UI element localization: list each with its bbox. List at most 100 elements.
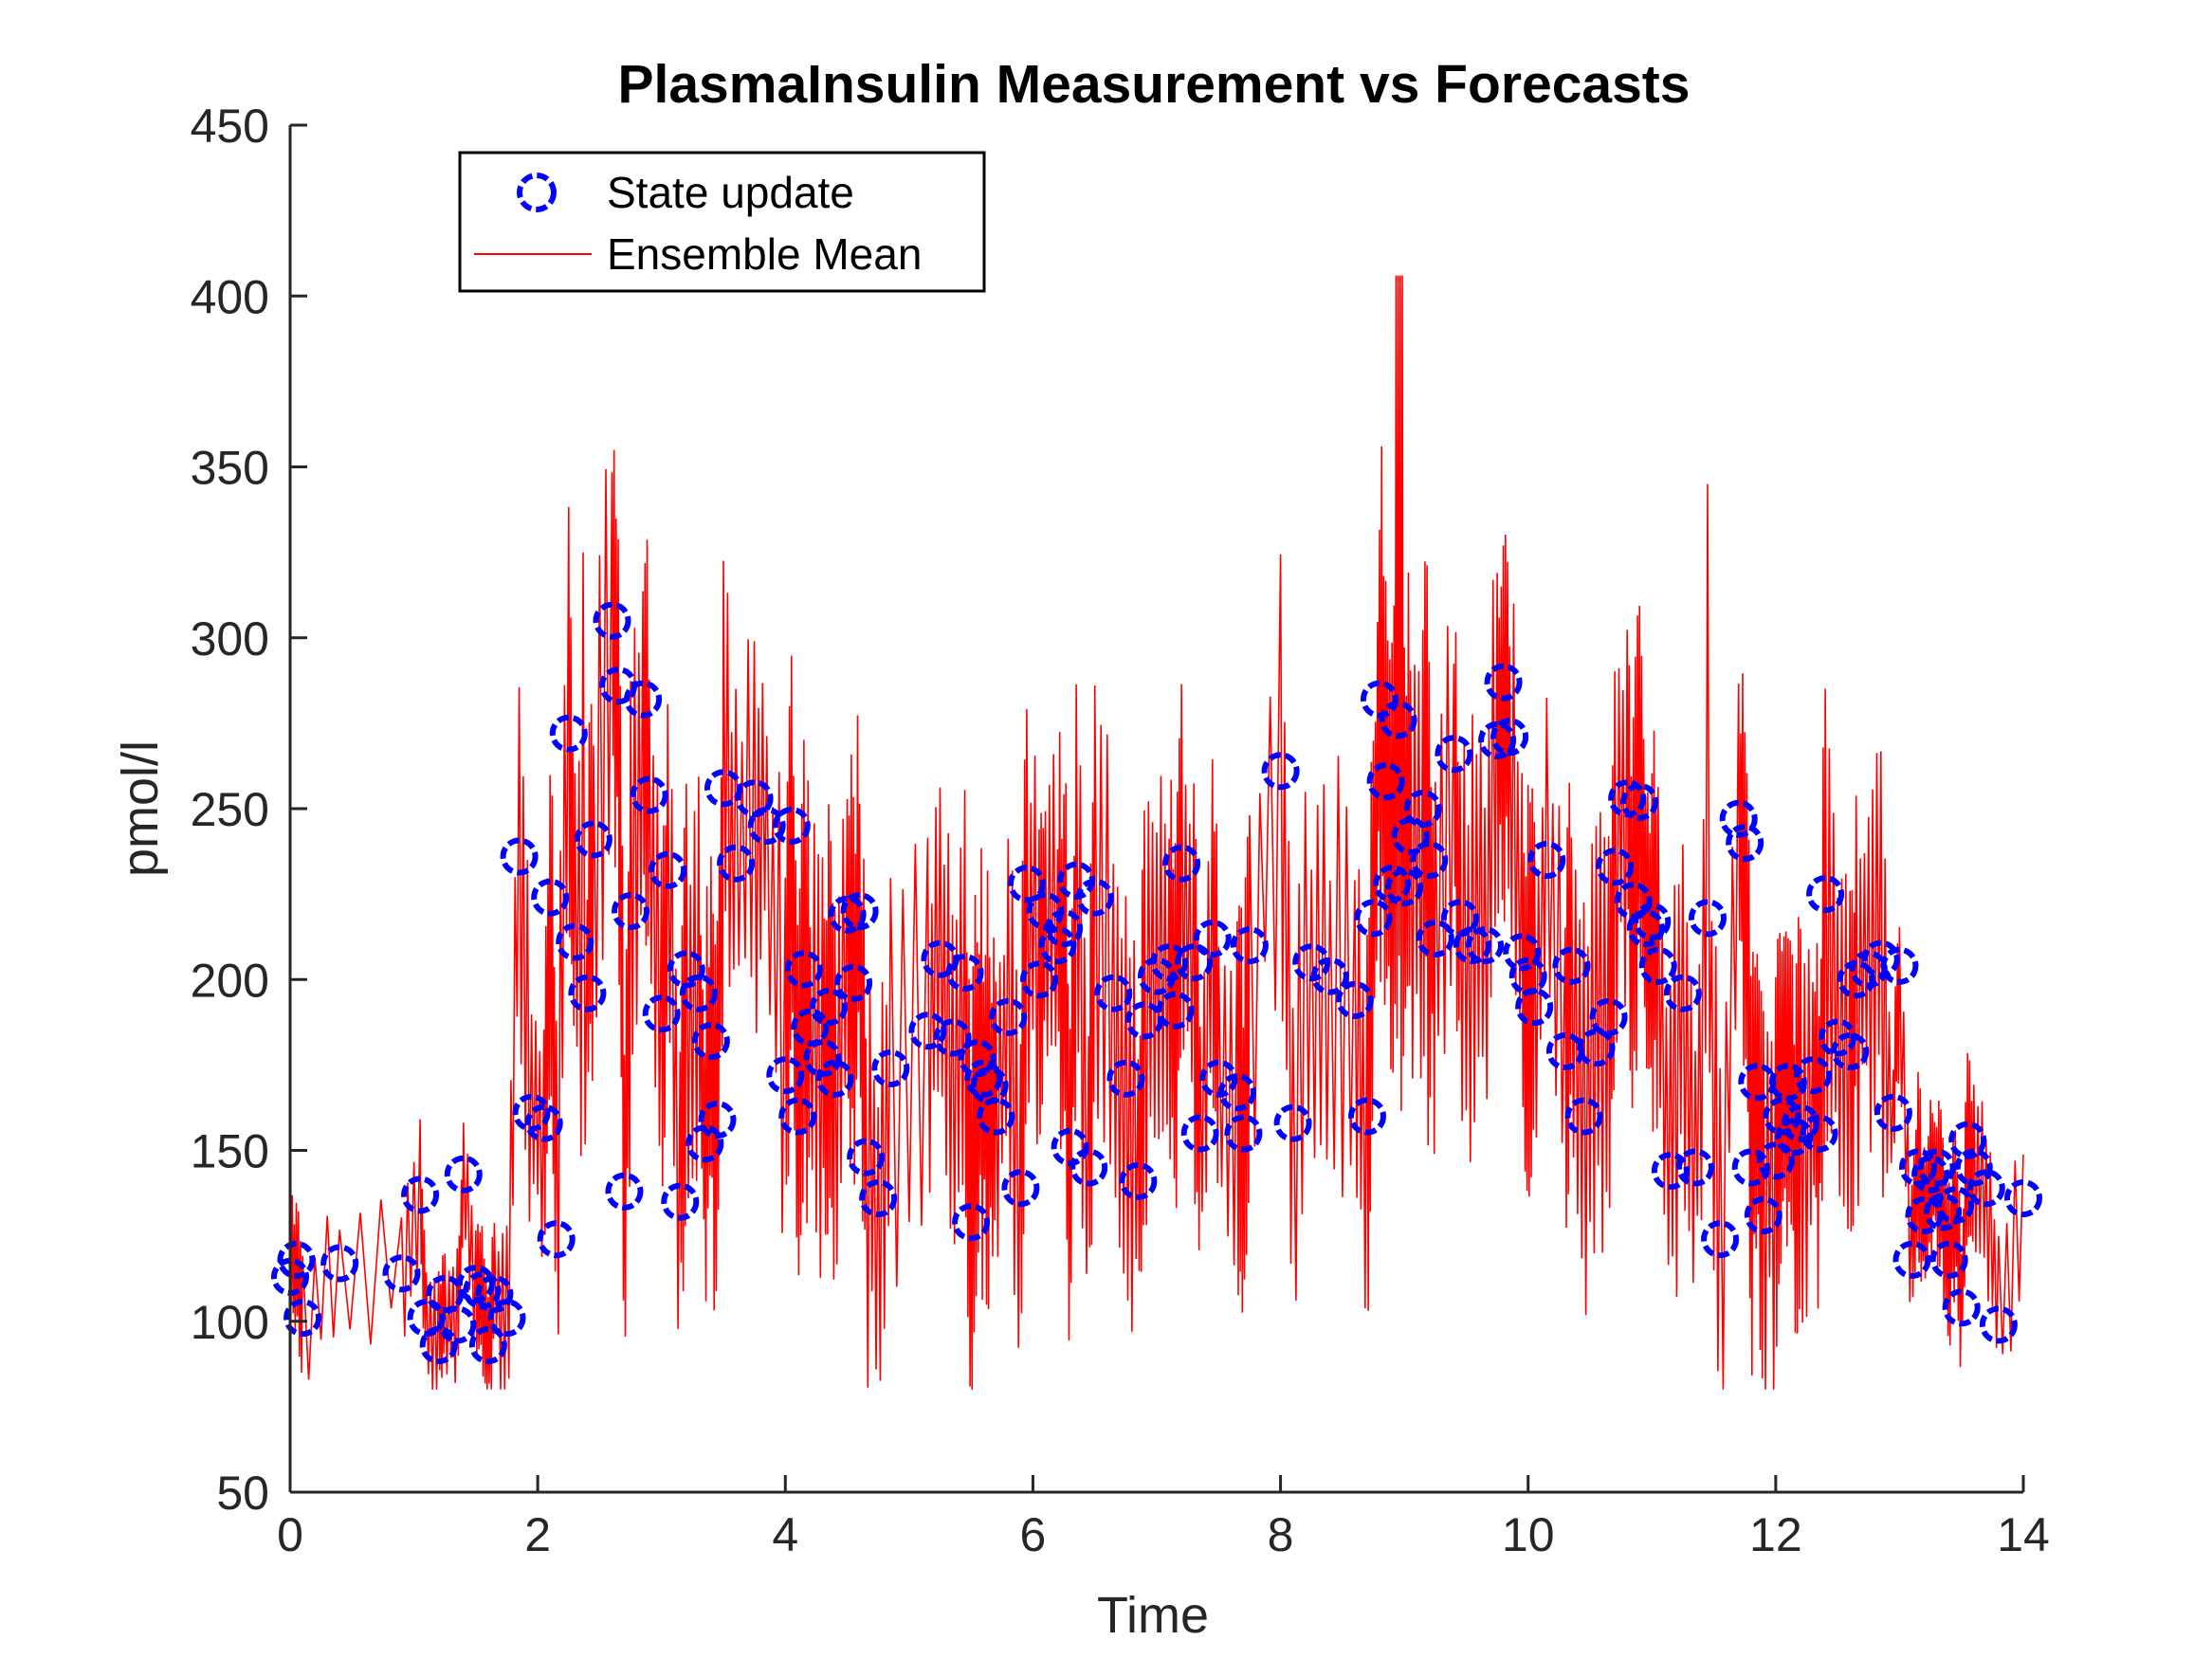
state-update-point [549,714,588,753]
state-update-point [933,1018,972,1057]
state-update-point [500,837,539,876]
state-update-point [468,1326,507,1364]
state-update-point [1719,799,1758,838]
plot-area [271,275,2042,1390]
axes: 0 2 4 6 8 10 12 14 50 100 150 200 250 300 350 400 450 [191,100,2050,1561]
state-update-point [1440,899,1479,938]
x-tick-label: 6 [1020,1508,1047,1561]
state-update-point [1001,1169,1040,1208]
state-update-point [1416,920,1454,957]
state-update-point [283,1299,322,1338]
state-update-point [1620,782,1659,821]
state-update-point [568,974,607,1012]
state-update-point [524,1103,563,1142]
state-update-point [871,1049,910,1087]
state-update-point [574,820,612,859]
state-update-point [1119,1161,1158,1200]
state-update-point [1527,841,1566,880]
state-update-point [977,1097,1015,1136]
state-update-point [834,963,873,1002]
state-update-point [772,807,811,845]
state-update-point [1775,1118,1814,1157]
state-update-point [1744,1196,1782,1234]
state-update-point [1861,939,1900,978]
ensemble-mean-layer [289,275,2024,1390]
state-update-point [1180,1114,1219,1153]
state-update-point [1007,865,1046,903]
x-axis-label: Time [1097,1587,1209,1644]
state-update-point [1917,1148,1956,1187]
state-update-point [444,1155,483,1194]
legend-marker-state-update [517,173,557,212]
x-tick-label: 8 [1268,1508,1294,1561]
state-update-point [803,1039,842,1078]
y-tick-label: 300 [191,612,269,665]
state-update-point [1831,1032,1870,1070]
state-update-point [828,895,867,934]
state-update-point [1626,909,1665,948]
y-tick-label: 100 [191,1296,269,1349]
state-update-point [2004,1179,2042,1217]
x-tick-label: 4 [772,1508,798,1561]
state-update-point [840,892,879,931]
state-update-point [1701,1220,1740,1259]
state-update-point [649,850,687,889]
state-update-point [784,950,823,989]
y-tick-label: 450 [191,100,269,153]
state-update-point [1577,1029,1616,1067]
state-update-point [1768,1063,1807,1102]
state-update-point [679,974,718,1012]
state-update-point [1094,974,1133,1012]
state-update-point [964,1059,1003,1098]
state-update-point [1596,848,1635,886]
state-update-point [859,1179,898,1217]
state-update-point [1193,920,1232,957]
state-update-point [1020,960,1058,999]
state-update-point [1466,926,1504,965]
y-tick-label: 150 [191,1125,269,1178]
state-update-point [1731,1148,1770,1187]
state-update-point [1911,1155,1950,1194]
state-update-point [1515,988,1554,1027]
state-update-point [487,1299,526,1338]
state-update-point [1564,1097,1603,1136]
state-update-point [1361,680,1398,719]
state-update-point [382,1254,421,1293]
state-update-point [1379,701,1417,739]
state-update-point [419,1326,458,1364]
ensemble-mean-line [289,275,2024,1390]
state-update-point [630,775,668,814]
state-update-point [401,1176,440,1214]
state-update-point [1689,899,1727,938]
state-update-point [1638,946,1677,985]
state-update-point [1756,1141,1795,1180]
x-ticks: 0 2 4 6 8 10 12 14 [277,1475,2050,1561]
state-update-point [1794,1056,1832,1095]
chart-title: PlasmaInsulin Measurement vs Forecasts [618,54,1691,115]
state-update-point [605,1172,644,1211]
x-tick-label: 2 [524,1508,551,1561]
state-update-point [661,1182,700,1221]
state-update-point [704,769,742,808]
state-update-point [815,1059,854,1098]
y-tick-label: 250 [191,783,269,836]
state-update-point [1045,909,1084,948]
state-update-point [989,997,1028,1036]
state-update-point [1942,1288,1981,1327]
state-update-point [1663,974,1702,1012]
x-tick-label: 10 [1502,1508,1555,1561]
state-update-point [735,779,774,818]
state-update-point [766,1056,805,1095]
state-update-point [1435,735,1473,774]
state-update-point [556,922,594,961]
state-update-point [1366,762,1405,801]
state-update-point [952,1203,991,1242]
state-update-point [612,892,650,931]
state-update-point [1979,1305,2018,1344]
state-update-point [1453,926,1491,965]
state-update-point [1261,752,1300,791]
state-update-point [847,1138,886,1176]
state-update-point [1503,933,1542,972]
state-update-point [810,988,848,1027]
legend-label-state-update: State update [607,168,854,217]
